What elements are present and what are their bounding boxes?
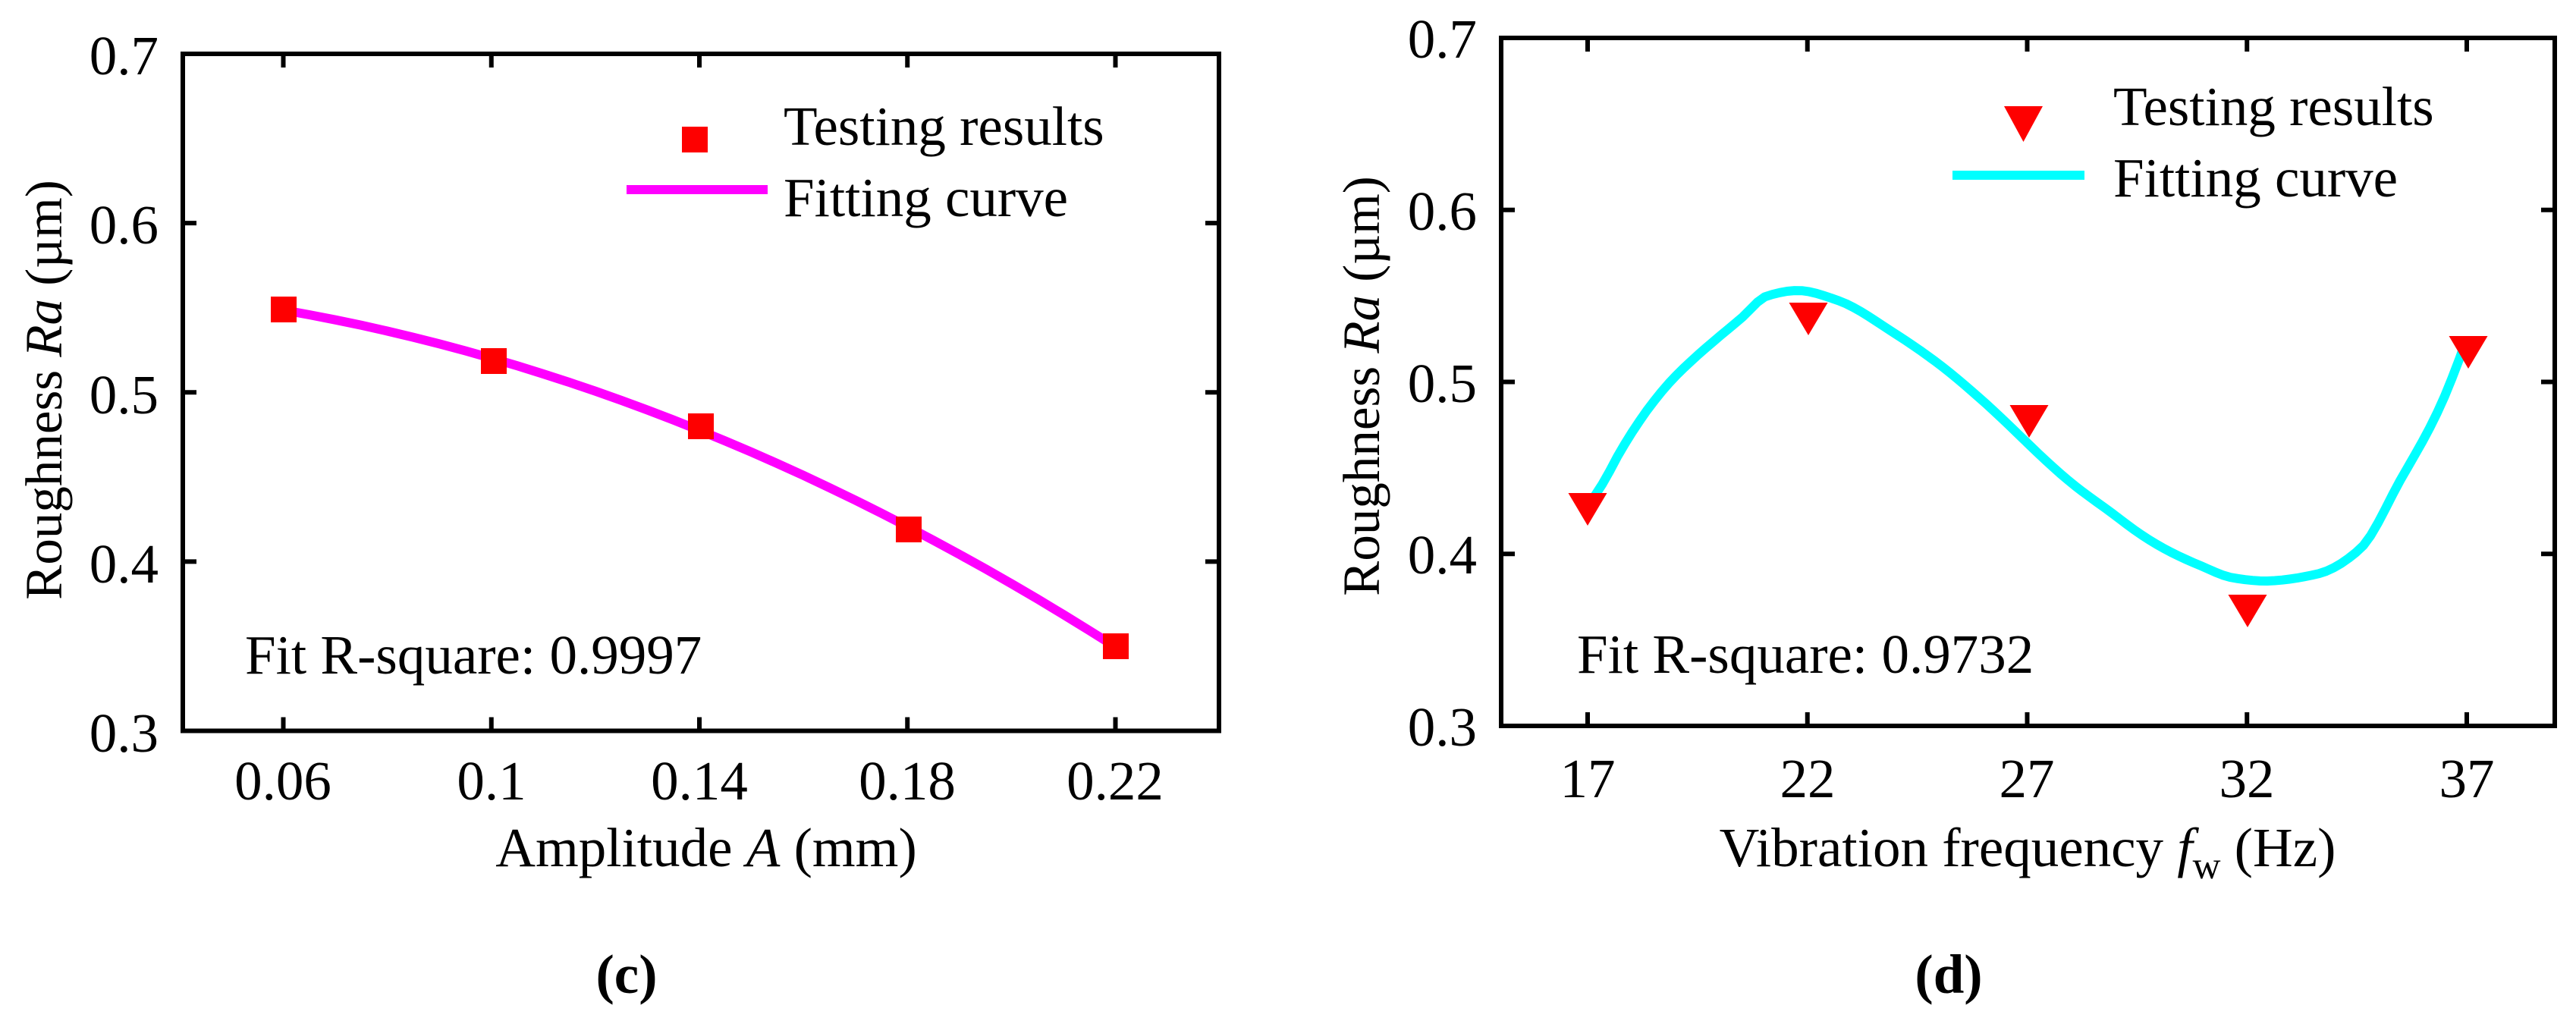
svg-text:0.1: 0.1 bbox=[457, 750, 526, 812]
svg-text:0.6: 0.6 bbox=[90, 194, 159, 256]
svg-text:Fit R-square: 0.9997: Fit R-square: 0.9997 bbox=[245, 624, 702, 686]
svg-text:Vibration frequency fw (Hz): Vibration frequency fw (Hz) bbox=[1720, 817, 2336, 887]
svg-text:0.22: 0.22 bbox=[1067, 750, 1164, 812]
svg-text:0.3: 0.3 bbox=[1408, 696, 1477, 758]
svg-text:0.6: 0.6 bbox=[1408, 181, 1477, 242]
svg-text:Fitting curve: Fitting curve bbox=[784, 167, 1068, 228]
svg-text:Roughness Ra (µm): Roughness Ra (µm) bbox=[15, 180, 73, 599]
svg-text:0.18: 0.18 bbox=[859, 750, 956, 812]
svg-text:22: 22 bbox=[1780, 748, 1836, 809]
svg-text:17: 17 bbox=[1560, 748, 1616, 809]
svg-text:32: 32 bbox=[2219, 748, 2275, 809]
svg-text:0.14: 0.14 bbox=[651, 750, 748, 812]
svg-text:0.7: 0.7 bbox=[90, 25, 159, 86]
svg-text:Roughness Ra (µm): Roughness Ra (µm) bbox=[1333, 176, 1390, 595]
svg-text:Fitting curve: Fitting curve bbox=[2113, 147, 2398, 209]
svg-text:(c): (c) bbox=[595, 944, 657, 1005]
svg-text:Fit R-square: 0.9732: Fit R-square: 0.9732 bbox=[1577, 624, 2034, 685]
svg-text:0.5: 0.5 bbox=[90, 364, 159, 426]
svg-text:0.4: 0.4 bbox=[1408, 524, 1477, 586]
svg-text:0.3: 0.3 bbox=[90, 702, 159, 764]
svg-text:0.06: 0.06 bbox=[234, 750, 331, 812]
svg-text:37: 37 bbox=[2439, 748, 2495, 809]
svg-text:27: 27 bbox=[2000, 748, 2055, 809]
svg-text:0.5: 0.5 bbox=[1408, 353, 1477, 414]
svg-text:0.4: 0.4 bbox=[90, 533, 159, 595]
svg-text:(d): (d) bbox=[1915, 944, 1982, 1005]
svg-text:0.7: 0.7 bbox=[1408, 8, 1477, 70]
svg-text:Testing results: Testing results bbox=[784, 96, 1104, 157]
svg-text:Amplitude A (mm): Amplitude A (mm) bbox=[495, 817, 917, 878]
svg-text:Testing results: Testing results bbox=[2113, 76, 2434, 137]
